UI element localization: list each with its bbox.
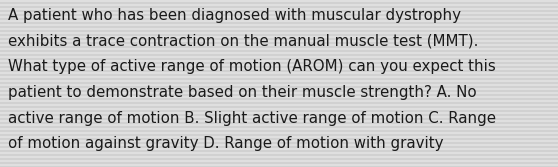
Text: exhibits a trace contraction on the manual muscle test (MMT).: exhibits a trace contraction on the manu… (8, 34, 478, 49)
Text: What type of active range of motion (AROM) can you expect this: What type of active range of motion (ARO… (8, 59, 496, 74)
Text: patient to demonstrate based on their muscle strength? A. No: patient to demonstrate based on their mu… (8, 85, 477, 100)
Text: A patient who has been diagnosed with muscular dystrophy: A patient who has been diagnosed with mu… (8, 8, 461, 23)
Text: active range of motion B. Slight active range of motion C. Range: active range of motion B. Slight active … (8, 111, 496, 126)
Text: of motion against gravity D. Range of motion with gravity: of motion against gravity D. Range of mo… (8, 136, 444, 151)
